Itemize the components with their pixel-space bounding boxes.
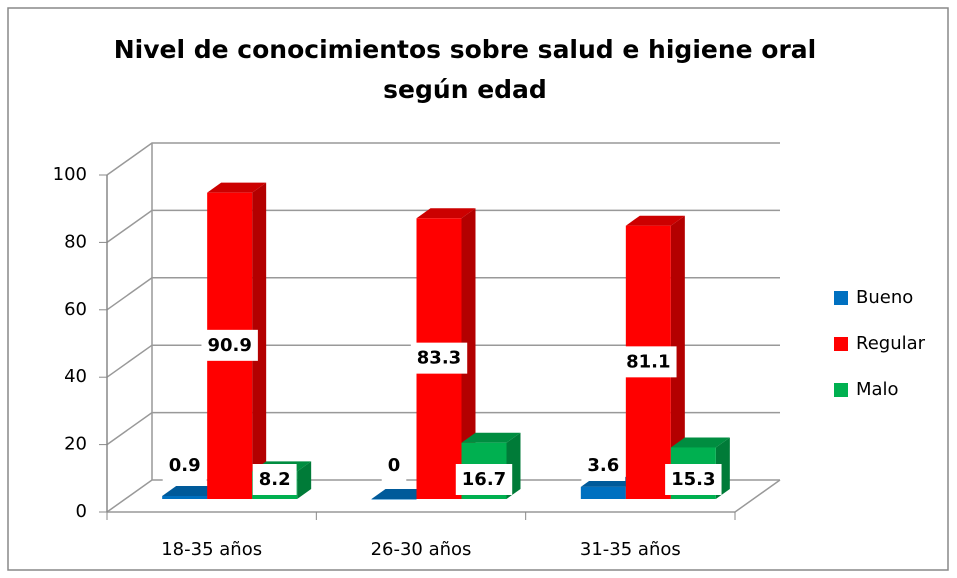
legend-label: Regular	[856, 333, 926, 354]
data-label: 15.3	[671, 469, 715, 490]
data-label: 81.1	[626, 351, 670, 372]
data-label-box	[620, 346, 677, 378]
bar-top	[625, 215, 685, 226]
data-label: 8.2	[259, 469, 291, 490]
data-label-box	[665, 464, 722, 495]
bar	[207, 182, 267, 500]
y-tick-label: 40	[64, 366, 87, 387]
data-label: 0.9	[169, 455, 201, 476]
data-label-box	[252, 464, 297, 495]
y-tick-label: 60	[64, 299, 87, 320]
data-label-box	[201, 329, 258, 361]
bar-side	[670, 215, 685, 499]
data-label-box	[381, 450, 407, 481]
data-label-box	[581, 450, 626, 481]
y-tick-label: 80	[64, 231, 87, 252]
legend-swatch	[834, 291, 848, 305]
bar-top	[207, 182, 267, 193]
legend-label: Malo	[856, 379, 899, 400]
x-tick-label: 26-30 años	[371, 539, 472, 560]
bar-top	[162, 485, 222, 496]
bar-front	[371, 499, 417, 500]
data-label-box	[162, 450, 207, 481]
bar	[371, 489, 431, 500]
data-label-box	[455, 464, 513, 495]
legend-swatch	[834, 337, 848, 351]
bar-top	[670, 437, 730, 448]
bar-top	[416, 208, 476, 219]
y-tick-label: 100	[53, 164, 87, 185]
chart-title: Nivel de conocimientos sobre salud e hig…	[113, 35, 817, 104]
bar-top	[371, 489, 431, 499]
y-tick-label: 0	[76, 501, 87, 522]
legend-swatch	[834, 383, 848, 397]
bar-front	[580, 486, 626, 499]
data-label: 90.9	[207, 335, 251, 356]
data-label: 0	[388, 455, 401, 476]
data-label: 83.3	[417, 348, 461, 369]
data-label: 16.7	[462, 469, 506, 490]
bar-side	[461, 208, 476, 500]
bar-top	[461, 432, 521, 443]
x-tick-label: 18-35 años	[161, 539, 262, 560]
data-label-box	[410, 342, 468, 374]
y-tick-label: 20	[64, 434, 87, 455]
bar-side	[252, 182, 267, 500]
legend-label: Bueno	[856, 287, 913, 308]
x-tick-label: 31-35 años	[580, 539, 681, 560]
data-label: 3.6	[587, 455, 619, 476]
bar-front	[162, 495, 208, 499]
bar-side	[297, 461, 312, 499]
